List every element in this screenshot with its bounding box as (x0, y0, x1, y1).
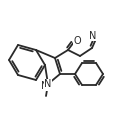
Text: N: N (89, 31, 97, 41)
Text: O: O (73, 36, 81, 46)
Text: N: N (41, 81, 49, 91)
Text: N: N (44, 79, 52, 89)
